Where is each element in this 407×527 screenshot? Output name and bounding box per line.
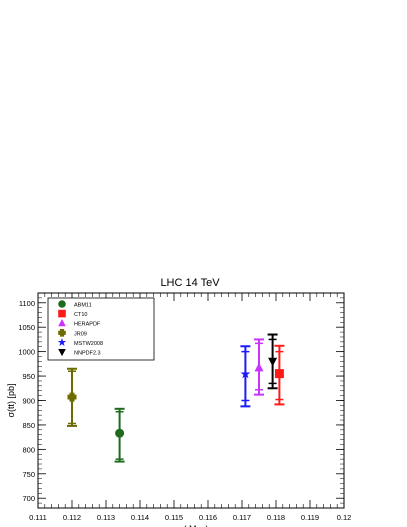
legend-label: HERAPDF [74,322,101,328]
y-tick-label: 900 [22,397,35,406]
legend-marker [58,348,66,357]
x-tick-label: 0.119 [301,513,319,522]
x-axis-label: αS ( M Z ) [171,524,208,527]
y-tick-label: 1100 [19,299,35,308]
legend-label: CT10 [74,312,87,318]
x-axis-label-part: ( M [181,524,199,527]
x-tick-label: 0.114 [131,513,149,522]
legend-marker [58,319,66,327]
x-tick-label: 0.117 [233,513,251,522]
x-tick-label: 0.116 [199,513,217,522]
data-point [254,362,264,372]
y-axis-label: σ(tt) [pb] [6,383,16,417]
legend-label: MSTW2008 [74,341,103,347]
x-axis-label-part: ) [203,524,209,527]
data-point [274,369,284,379]
y-tick-label: 950 [22,372,35,381]
x-axis-label-part: α [171,524,176,527]
data-point [268,357,278,367]
legend-box [47,297,155,361]
y-tick-label: 800 [22,445,35,454]
x-tick-label: 0.12 [337,513,352,522]
legend-marker [57,338,67,346]
data-point [115,428,125,438]
legend-marker [58,329,66,337]
x-tick-label: 0.111 [29,513,47,522]
legend-marker [58,300,66,308]
x-tick-label: 0.118 [267,513,285,522]
legend-label: JR09 [74,331,87,337]
x-tick-label: 0.112 [63,513,81,522]
legend-label: NNPDF2.3 [74,351,101,357]
y-tick-label: 750 [22,470,35,479]
y-tick-label: 1000 [18,348,35,357]
data-point [67,392,77,402]
x-tick-label: 0.115 [165,513,183,522]
chart-title: LHC 14 TeV [160,277,220,289]
y-tick-label: 700 [22,494,35,503]
data-point [240,368,251,379]
y-tick-label: 850 [22,421,35,430]
legend-marker [58,309,66,318]
y-tick-label: 1050 [18,323,35,332]
legend-label: ABM11 [74,303,92,309]
x-tick-label: 0.113 [97,513,115,522]
